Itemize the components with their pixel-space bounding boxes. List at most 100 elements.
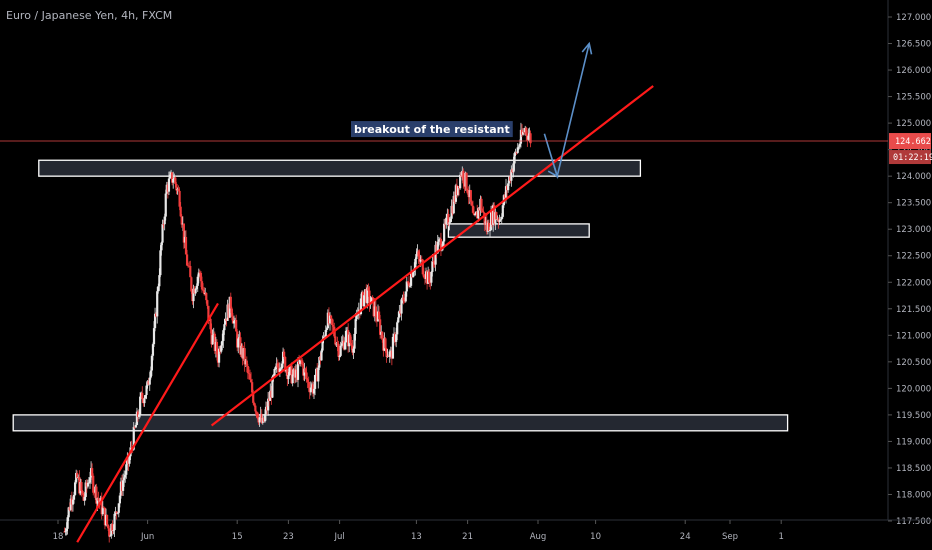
candle-body [313, 375, 317, 389]
candle-body [203, 290, 206, 294]
candle-body [449, 218, 452, 223]
candle-body [284, 356, 287, 372]
candle-body [107, 524, 110, 529]
candle-body [220, 345, 223, 352]
candle-body [359, 298, 363, 315]
candle-body [473, 214, 477, 216]
pullback-arrowhead [547, 165, 559, 178]
candle-body [408, 285, 412, 287]
candle-body [307, 381, 310, 388]
y-axis: 127.000126.500126.000125.500125.000124.5… [887, 0, 931, 527]
candle-body [168, 174, 172, 179]
candle-body [172, 179, 175, 183]
candle-body [246, 366, 249, 374]
candle-body [370, 296, 373, 304]
candle-body [159, 250, 162, 276]
support-zone-middle[interactable] [447, 223, 590, 238]
trendline-main[interactable] [210, 85, 654, 427]
candle-body [97, 498, 100, 501]
candle-body [350, 343, 353, 346]
candle-body [86, 482, 89, 487]
candle-body [139, 396, 142, 415]
candle-body [73, 482, 77, 495]
support-zone-lower[interactable] [12, 414, 789, 432]
candle-body [452, 195, 455, 214]
candle-body [167, 178, 171, 192]
candle-body [121, 480, 125, 491]
candle-body [516, 147, 519, 153]
candle-body [318, 357, 321, 368]
y-tick-label: 122.000 [896, 278, 931, 288]
candle-body [344, 330, 348, 343]
current-price-tag [889, 133, 931, 150]
candle-body [195, 285, 198, 289]
candle-body [207, 305, 210, 321]
projection-arrow[interactable] [543, 43, 590, 180]
candle-body [201, 289, 205, 291]
candle-body [312, 388, 316, 394]
resistance-zone-upper[interactable] [38, 159, 642, 177]
overlay: 124.662 01:22:19 breakout of the resistant [0, 41, 932, 180]
trendline-early[interactable] [76, 302, 219, 543]
y-tick-label: 122.500 [896, 252, 931, 262]
candle-body [368, 290, 371, 305]
candle-body [395, 334, 398, 342]
candle-body [384, 338, 387, 349]
candle-body [232, 320, 236, 324]
candle-body [273, 369, 276, 376]
candle-body [448, 222, 451, 225]
candle-body [196, 276, 199, 286]
candle-body [402, 297, 405, 301]
candle-body [366, 287, 369, 304]
candle-body [300, 359, 303, 361]
candle-body [205, 292, 208, 301]
candle-body [447, 214, 450, 225]
candle-body [192, 288, 195, 302]
candle-body [91, 468, 94, 476]
candle-body [215, 341, 219, 355]
candle-body [291, 374, 294, 384]
candle-body [495, 212, 498, 220]
candle-body [111, 523, 114, 531]
candle-body [363, 295, 366, 307]
candle-body [288, 366, 291, 376]
candle-body [525, 127, 528, 135]
y-tick-label: 118.000 [896, 490, 931, 500]
y-tick-label: 119.500 [896, 411, 931, 421]
candle-body [470, 201, 473, 206]
candle-body [349, 334, 352, 344]
x-tick-label: 24 [680, 532, 691, 542]
x-tick-label: 10 [590, 532, 601, 542]
candle-body [251, 382, 254, 393]
candle-body [276, 363, 279, 368]
candle-body [431, 261, 434, 272]
annotation-text[interactable]: breakout of the resistant [354, 123, 510, 136]
candle-body [76, 473, 79, 478]
candle-body [504, 186, 508, 198]
candle-body [482, 211, 485, 213]
candle-body [231, 316, 235, 324]
candle-body [437, 239, 440, 242]
candle-body [523, 131, 526, 133]
y-tick-label: 123.500 [896, 199, 931, 209]
candle-body [274, 366, 277, 370]
candle-body [459, 174, 462, 189]
candle-body [156, 291, 159, 317]
candle-body [400, 299, 403, 314]
candle-body [306, 379, 309, 382]
candle-body [417, 251, 420, 257]
candle-body [418, 256, 421, 262]
candle-body [118, 495, 121, 504]
candle-body [287, 375, 290, 380]
candle-body [66, 517, 69, 529]
candle-body [149, 370, 152, 378]
candle-body [123, 477, 126, 481]
x-tick-label: Sep [722, 532, 738, 542]
candle-body [141, 392, 144, 399]
candle-body [115, 511, 118, 513]
y-tick-label: 121.500 [896, 305, 931, 315]
candle-body [510, 169, 513, 181]
candle-body [148, 377, 151, 385]
candle-body [283, 351, 286, 357]
